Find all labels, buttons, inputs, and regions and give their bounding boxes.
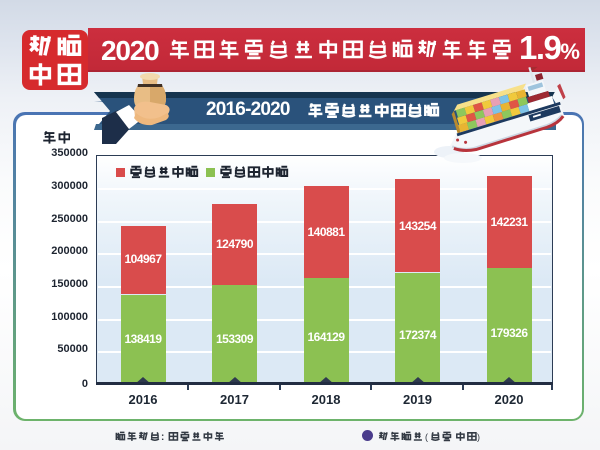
svg-text:): ) [477, 432, 480, 442]
svg-text:(: ( [425, 432, 428, 442]
svg-text::: : [161, 432, 164, 442]
